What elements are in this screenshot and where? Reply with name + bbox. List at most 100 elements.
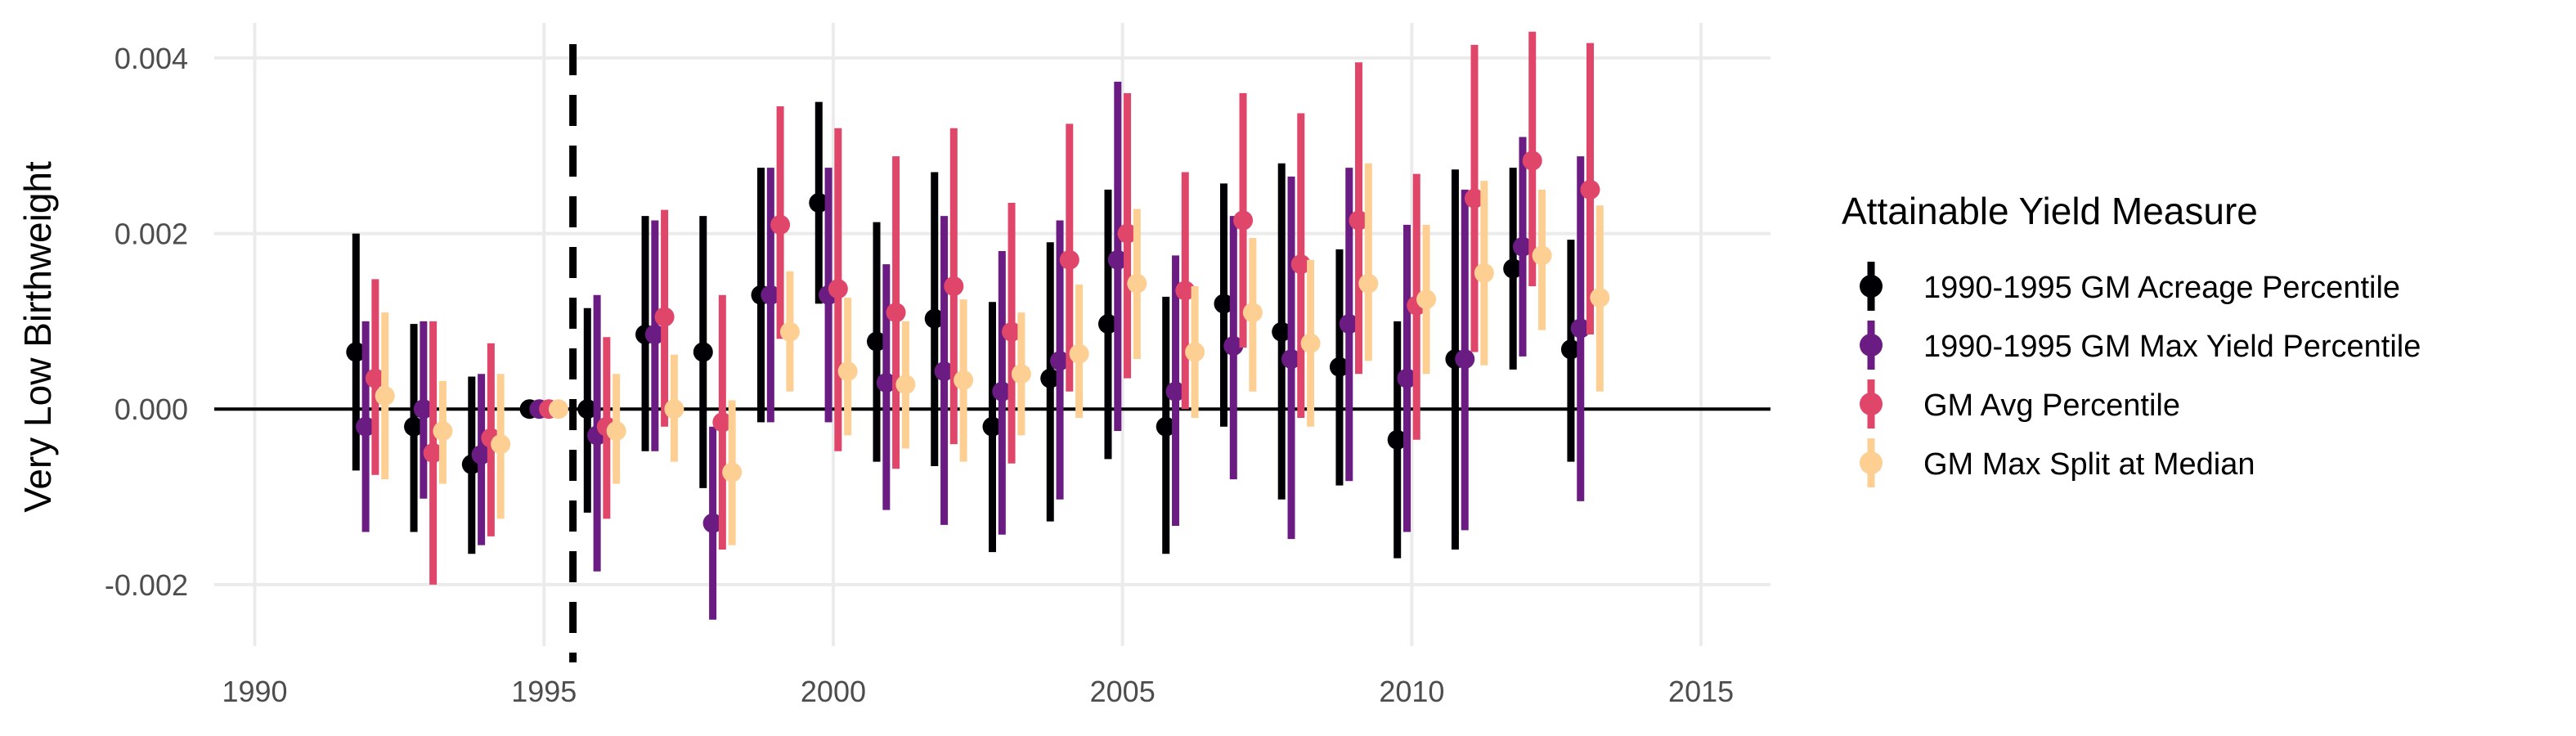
data-point xyxy=(1513,236,1533,257)
x-tick-label: 1995 xyxy=(511,675,577,708)
series-3 xyxy=(365,31,1600,585)
data-point xyxy=(1011,364,1031,384)
data-point xyxy=(664,399,684,420)
data-point xyxy=(1560,339,1581,360)
data-point xyxy=(1059,249,1079,270)
data-point xyxy=(577,399,598,420)
data-point xyxy=(1185,342,1205,362)
data-point xyxy=(761,285,781,305)
y-tick-label: 0.002 xyxy=(114,218,188,251)
series-2 xyxy=(356,81,1591,620)
legend-key-point xyxy=(1860,275,1883,298)
legend-key-point xyxy=(1860,334,1883,357)
data-point xyxy=(471,445,491,465)
x-tick-label: 2010 xyxy=(1379,675,1444,708)
data-point xyxy=(346,342,366,362)
data-point xyxy=(433,421,453,442)
legend-label: GM Max Split at Median xyxy=(1923,447,2255,482)
data-point xyxy=(1397,368,1417,388)
data-point xyxy=(365,368,385,388)
data-point xyxy=(779,321,800,342)
data-point xyxy=(1223,335,1244,356)
data-point xyxy=(867,331,887,352)
data-point xyxy=(828,279,848,299)
legend: Attainable Yield Measure 1990-1995 GM Ac… xyxy=(1842,190,2421,487)
legend-item: 1990-1995 GM Max Yield Percentile xyxy=(1860,321,2421,370)
data-point xyxy=(944,276,964,296)
data-point xyxy=(375,386,395,406)
x-tick-label: 1990 xyxy=(222,675,287,708)
data-point xyxy=(1165,381,1186,402)
data-point xyxy=(1329,357,1349,377)
legend-title: Attainable Yield Measure xyxy=(1842,190,2258,232)
data-point xyxy=(982,416,1003,437)
data-point xyxy=(1358,273,1379,294)
data-point xyxy=(886,303,906,323)
data-point xyxy=(895,375,916,395)
data-point xyxy=(1040,368,1061,388)
data-point xyxy=(693,342,713,362)
data-point xyxy=(770,214,791,235)
data-point xyxy=(1474,263,1494,283)
data-point xyxy=(1339,314,1359,334)
data-point xyxy=(1465,188,1485,209)
data-point xyxy=(356,416,376,437)
data-point xyxy=(1117,223,1138,244)
data-point xyxy=(1069,343,1089,364)
y-tick-label: 0.000 xyxy=(114,393,188,426)
x-tick-label: 2015 xyxy=(1668,675,1734,708)
data-point xyxy=(1214,294,1234,314)
data-point xyxy=(722,462,743,482)
data-point xyxy=(1532,245,1552,266)
data-point xyxy=(876,373,896,393)
data-point xyxy=(1590,287,1610,307)
data-point xyxy=(1272,321,1292,342)
data-point xyxy=(1175,280,1196,301)
data-point xyxy=(1570,318,1591,339)
data-point xyxy=(1290,254,1311,275)
data-point xyxy=(654,307,675,327)
legend-label: 1990-1995 GM Acreage Percentile xyxy=(1923,271,2400,305)
data-point xyxy=(934,361,954,382)
data-point xyxy=(1503,258,1524,279)
data-point xyxy=(1002,321,1022,342)
data-point xyxy=(1455,349,1475,370)
data-marks xyxy=(346,31,1610,620)
data-point xyxy=(1050,351,1070,371)
x-tick-label: 2005 xyxy=(1090,675,1156,708)
data-point xyxy=(1242,303,1263,323)
axes: 1990 1995 2000 2005 2010 2015 -0.002 0.000 0.002… xyxy=(105,42,1734,708)
data-point xyxy=(1097,314,1118,334)
data-point xyxy=(1107,249,1128,270)
data-point xyxy=(1580,179,1600,200)
data-point xyxy=(924,308,945,329)
legend-label: 1990-1995 GM Max Yield Percentile xyxy=(1923,330,2421,364)
data-point xyxy=(992,381,1012,402)
y-tick-label: 0.004 xyxy=(114,42,188,75)
data-point xyxy=(491,434,511,455)
legend-item: GM Max Split at Median xyxy=(1860,438,2255,487)
data-point xyxy=(644,325,665,344)
data-point xyxy=(413,399,433,420)
data-point xyxy=(548,399,568,420)
legend-key-point xyxy=(1860,393,1883,415)
data-point xyxy=(1281,349,1302,370)
data-point xyxy=(712,412,733,433)
data-point xyxy=(702,513,723,533)
y-tick-label: -0.002 xyxy=(105,568,188,602)
data-point xyxy=(1233,210,1254,231)
data-point xyxy=(837,361,858,382)
data-point xyxy=(1156,416,1176,437)
data-point xyxy=(1349,210,1369,231)
data-point xyxy=(1416,289,1437,310)
legend-label: GM Avg Percentile xyxy=(1923,388,2180,423)
data-point xyxy=(954,370,974,390)
data-point xyxy=(404,416,424,437)
data-point xyxy=(1127,273,1147,294)
data-point xyxy=(1387,429,1407,450)
x-tick-label: 2000 xyxy=(801,675,866,708)
series-4 xyxy=(375,163,1610,545)
legend-key-point xyxy=(1860,451,1883,474)
legend-item: GM Avg Percentile xyxy=(1860,379,2180,429)
